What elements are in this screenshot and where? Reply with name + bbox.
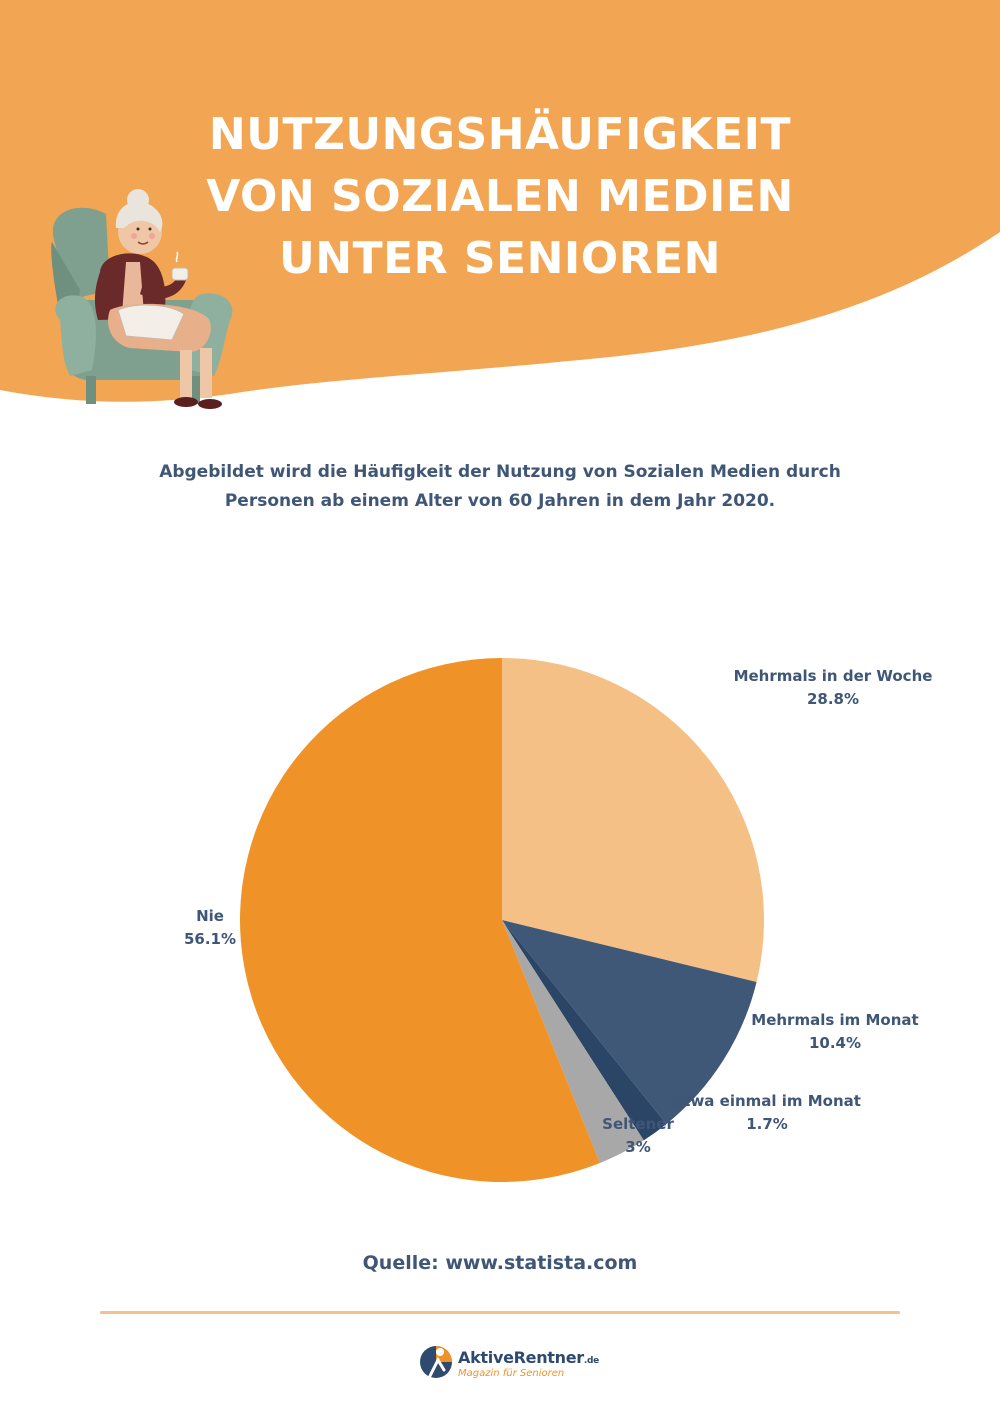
pie-slices xyxy=(240,658,765,1182)
header-background xyxy=(0,0,1000,402)
slice-etwa-einmal xyxy=(502,920,667,1141)
slice-value-etwa-einmal: 1.7% xyxy=(746,1115,788,1133)
title-line-1: NUTZUNGSHÄUFIGKEIT xyxy=(208,109,792,160)
title-line-2: VON SOZIALEN MEDIEN xyxy=(206,171,794,222)
slice-label-mehrmals-monat: Mehrmals im Monat xyxy=(751,1011,918,1029)
logo-name-text: AktiveRentner xyxy=(458,1348,584,1367)
logo-name: AktiveRentner.de xyxy=(458,1348,599,1367)
chart-description: Abgebildet wird die Häufigkeit der Nutzu… xyxy=(100,458,900,516)
senior-woman-armchair-illustration xyxy=(51,189,233,409)
slice-value-mehrmals-woche: 28.8% xyxy=(807,690,859,708)
slice-mehrmals-monat xyxy=(502,920,757,1124)
logo-tagline: Magazin für Senioren xyxy=(458,1368,565,1379)
slice-label-nie: Nie xyxy=(196,907,224,925)
slice-label-mehrmals-woche: Mehrmals in der Woche xyxy=(734,667,933,685)
title-line-3: UNTER SENIOREN xyxy=(279,233,721,284)
slice-value-nie: 56.1% xyxy=(184,930,236,948)
logo-mark-icon xyxy=(420,1346,452,1378)
description-line-2: Personen ab einem Alter von 60 Jahren in… xyxy=(224,491,776,511)
footer-divider xyxy=(100,1311,900,1314)
logo-tld: .de xyxy=(583,1356,599,1366)
slice-label-etwa-einmal: Etwa einmal im Monat xyxy=(673,1092,861,1110)
slice-mehrmals-woche xyxy=(502,658,765,982)
aktiverentner-logo: AktiveRentner.de Magazin für Senioren xyxy=(418,1340,618,1390)
slice-value-seltener: 3% xyxy=(625,1138,650,1156)
page-title: NUTZUNGSHÄUFIGKEIT VON SOZIALEN MEDIEN U… xyxy=(150,104,850,290)
slice-nie xyxy=(240,658,600,1182)
pie-chart: Mehrmals in der Woche 28.8% Mehrmals im … xyxy=(184,658,933,1182)
description-line-1: Abgebildet wird die Häufigkeit der Nutzu… xyxy=(159,462,841,482)
slice-seltener xyxy=(502,920,644,1163)
slice-label-seltener: Seltener xyxy=(602,1115,674,1133)
source-note: Quelle: www.statista.com xyxy=(362,1252,638,1274)
slice-value-mehrmals-monat: 10.4% xyxy=(809,1034,861,1052)
